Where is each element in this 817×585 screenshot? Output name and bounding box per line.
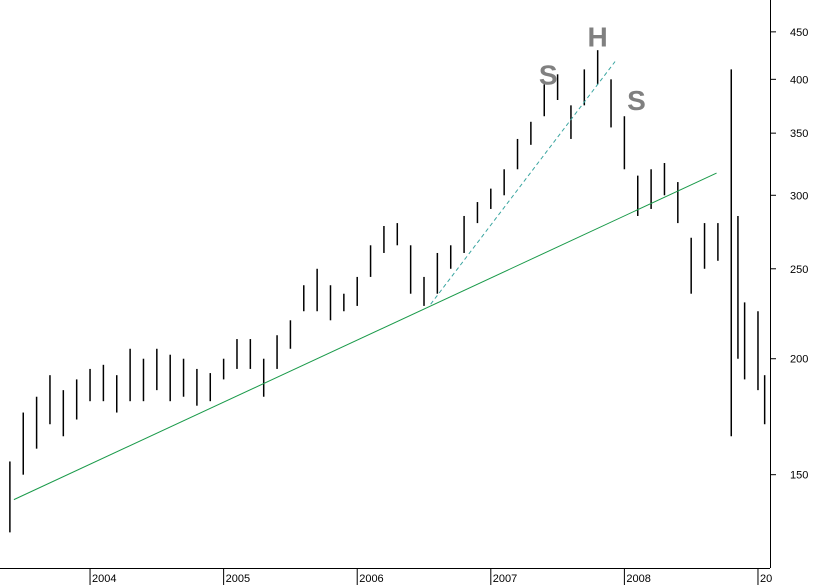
trendline [430, 61, 616, 305]
annotation: S [539, 59, 558, 90]
x-tick-label: 2006 [359, 573, 383, 585]
y-tick-label: 150 [790, 470, 808, 482]
y-tick-label: 250 [790, 264, 808, 276]
x-tick-label: 2004 [92, 573, 116, 585]
annotation: S [627, 85, 646, 116]
annotation: H [588, 21, 608, 52]
y-tick-label: 350 [790, 128, 808, 140]
x-tick-label: 2005 [226, 573, 250, 585]
trendline [13, 172, 717, 501]
x-tick-label: 2008 [626, 573, 650, 585]
x-tick-label: 20 [760, 573, 772, 585]
y-tick-label: 400 [790, 74, 808, 86]
x-tick-label: 2007 [493, 573, 517, 585]
y-tick-label: 200 [790, 354, 808, 366]
y-tick-label: 300 [790, 190, 808, 202]
y-tick-label: 450 [790, 27, 808, 39]
